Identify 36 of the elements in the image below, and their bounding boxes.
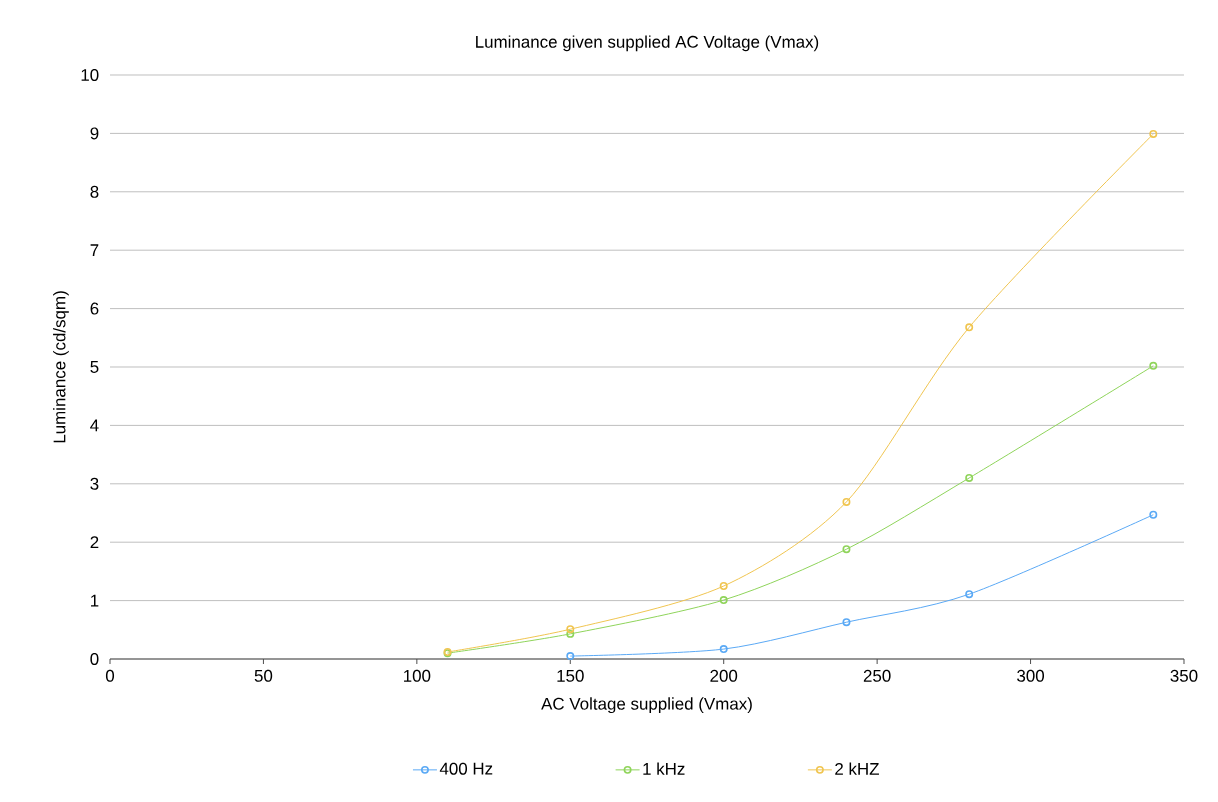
x-tick-label: 250	[863, 669, 891, 682]
point	[965, 323, 974, 332]
point	[842, 618, 851, 627]
y-tick-label: 10	[81, 68, 99, 81]
point	[842, 497, 851, 506]
x-axis-title: AC Voltage supplied (Vmax)	[541, 697, 752, 714]
point	[719, 582, 728, 590]
y-axis-title: Luminance (cd/sqm)	[53, 291, 69, 443]
x-tick-label: 150	[557, 669, 584, 682]
y-tick-label: 8	[90, 185, 99, 198]
y-tick-label: 2	[90, 536, 99, 549]
legend-label: 400 Hz	[439, 762, 493, 775]
point	[566, 629, 575, 638]
y-tick-label: 9	[90, 127, 99, 140]
x-tick-label: 0	[105, 669, 115, 682]
x-tick-label: 350	[1170, 669, 1198, 682]
chart-title: Luminance given supplied AC Voltage (Vmax)	[476, 35, 819, 52]
y-tick-label: 5	[90, 361, 99, 373]
y-tick-label: 4	[90, 419, 99, 432]
x-tick-label: 100	[404, 669, 431, 682]
y-tick-label: 0	[90, 653, 99, 665]
x-tick-label: 50	[254, 669, 273, 682]
point	[842, 545, 851, 554]
y-tick-label: 6	[90, 302, 99, 315]
point	[965, 473, 974, 482]
legend-label: 1 kHz	[643, 762, 685, 775]
point	[965, 590, 974, 599]
y-tick-label: 3	[90, 477, 99, 490]
point	[566, 625, 575, 634]
point	[719, 645, 728, 654]
y-tick-label: 1	[91, 594, 99, 607]
x-tick-label: 200	[710, 669, 738, 682]
legend-label: 2 kHZ	[835, 762, 879, 775]
y-tick-label: 7	[90, 244, 99, 257]
point	[719, 596, 728, 604]
x-tick-label: 300	[1017, 669, 1045, 682]
